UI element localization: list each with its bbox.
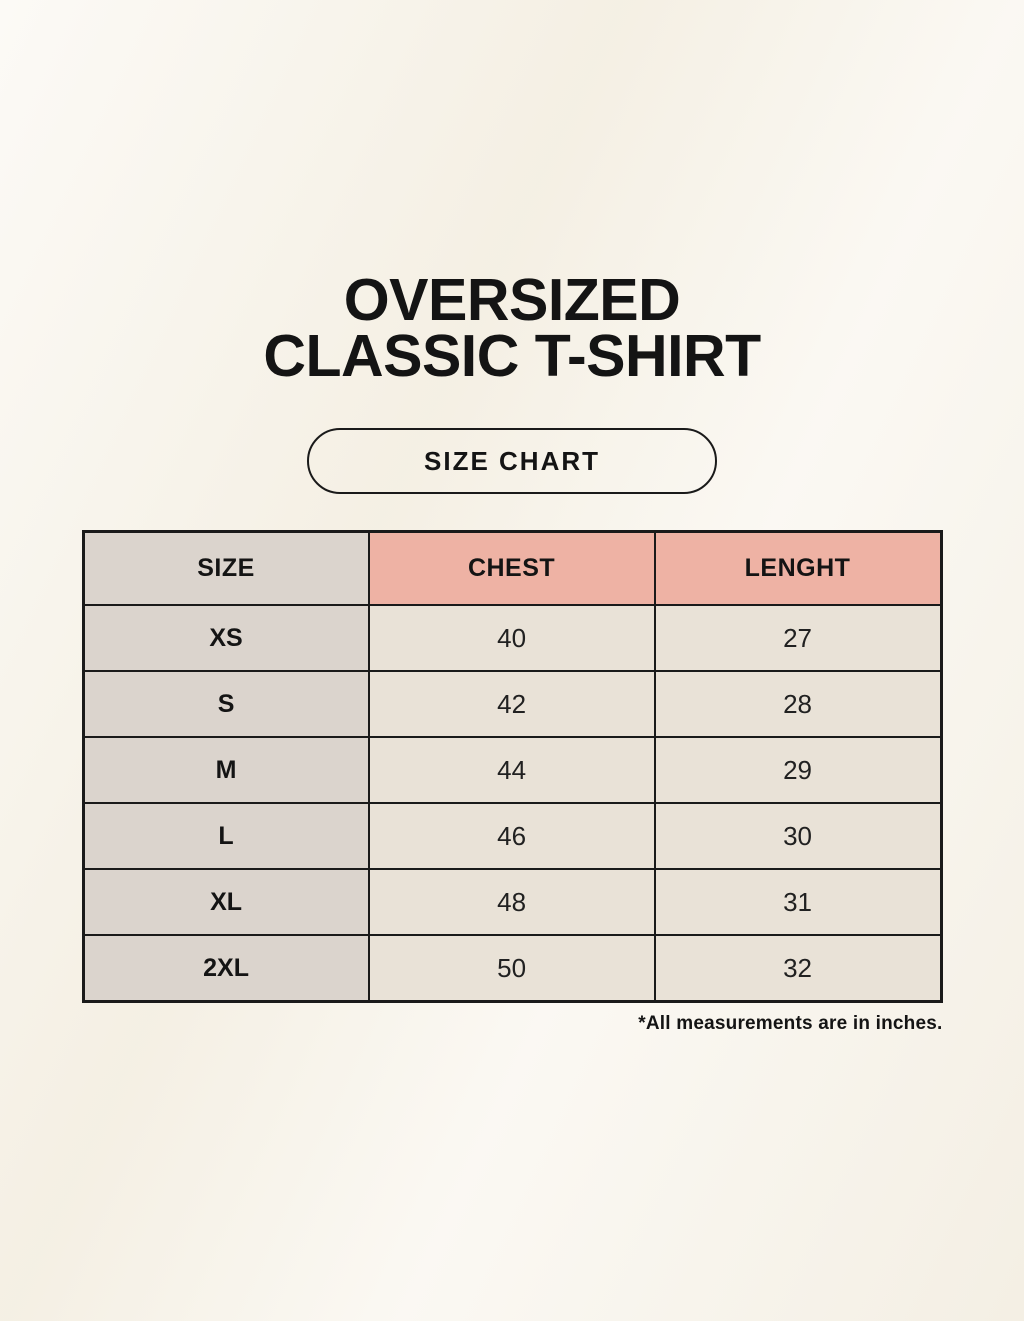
chest-value: 42 [367,670,656,738]
chest-value: 44 [367,736,656,804]
chest-value: 50 [367,934,656,1003]
table-row: XL 48 31 [82,868,943,936]
product-title-line1: OVERSIZED [343,267,681,333]
size-label: XS [82,604,370,672]
measurements-note: *All measurements are in inches. [638,1013,943,1034]
length-value: 27 [653,604,943,672]
column-header-chest: CHEST [367,530,656,606]
size-label: XL [82,868,370,936]
chest-value: 40 [367,604,656,672]
table-row: 2XL 50 32 [82,934,943,1003]
product-title-line2: CLASSIC T-SHIRT [263,323,761,389]
length-value: 29 [653,736,943,804]
table-row: XS 40 27 [82,604,943,672]
chest-value: 46 [367,802,656,870]
size-table: SIZE CHEST LENGHT XS 40 27 S 42 28 M 44 … [81,530,943,1003]
length-value: 28 [653,670,943,738]
chest-value: 48 [367,868,656,936]
size-label: M [82,736,370,804]
table-row: L 46 30 [82,802,943,870]
length-value: 30 [653,802,943,870]
size-label: S [82,670,370,738]
size-chart-button[interactable]: SIZE CHART [307,428,717,494]
column-header-lenght: LENGHT [653,530,943,606]
length-value: 31 [653,868,943,936]
size-label: L [82,802,370,870]
column-header-size: SIZE [82,530,370,606]
table-row: S 42 28 [82,670,943,738]
table-header-row: SIZE CHEST LENGHT [82,530,943,606]
table-row: M 44 29 [82,736,943,804]
length-value: 32 [653,934,943,1003]
size-chart-button-label: SIZE CHART [424,445,600,476]
size-label: 2XL [82,934,370,1003]
product-title: OVERSIZED CLASSIC T-SHIRT [263,267,761,389]
